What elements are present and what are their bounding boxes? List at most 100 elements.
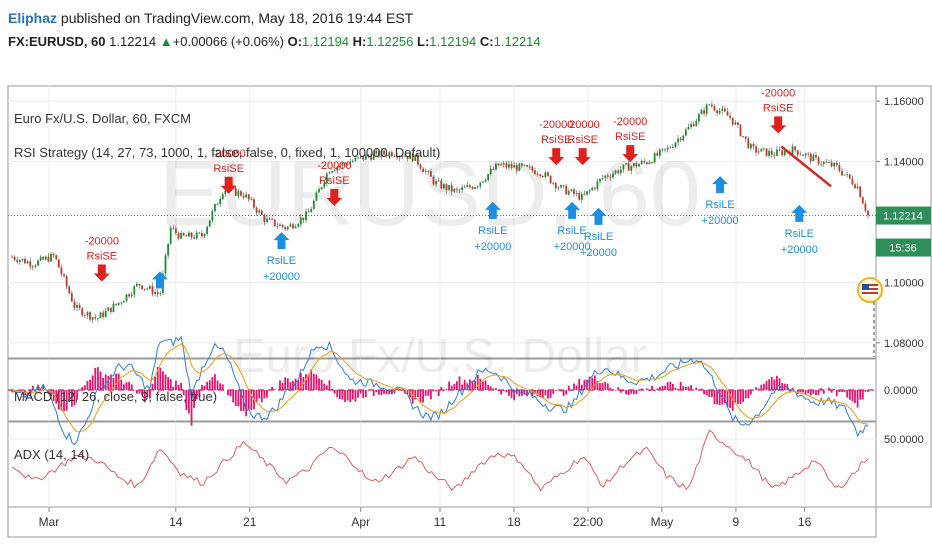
macd-histogram-bar xyxy=(357,390,359,398)
macd-histogram-bar xyxy=(383,390,385,394)
candle xyxy=(411,153,414,161)
signal-label: RsiLE xyxy=(705,199,734,211)
candle xyxy=(601,177,604,179)
candle xyxy=(487,174,490,180)
macd-histogram-bar xyxy=(723,390,726,403)
macd-histogram-bar xyxy=(466,383,469,390)
x-tick-label: 18 xyxy=(507,515,521,529)
high-label: H: xyxy=(352,34,367,49)
signal-qty: -20000 xyxy=(85,235,119,247)
macd-histogram-bar xyxy=(861,390,864,400)
candle xyxy=(854,184,856,189)
macd-histogram-bar xyxy=(195,390,198,399)
macd-histogram-bar xyxy=(471,380,474,390)
candle xyxy=(742,136,745,138)
candle xyxy=(729,115,732,118)
macd-histogram-bar xyxy=(606,383,609,390)
macd-histogram-bar xyxy=(354,390,357,402)
macd-histogram-bar xyxy=(279,380,281,390)
candle xyxy=(416,154,419,165)
macd-histogram-bar xyxy=(604,381,607,390)
macd-histogram-bar xyxy=(671,383,674,390)
candle xyxy=(427,171,430,172)
candle xyxy=(695,121,698,127)
price-axis-labels: 1.16000 1.14000 1.12214 1.10000 1.08000 15:36… xyxy=(876,96,931,446)
candle xyxy=(846,174,849,175)
candle xyxy=(109,307,112,313)
candle xyxy=(409,153,411,159)
macd-histogram-bar xyxy=(773,379,776,390)
candle xyxy=(716,110,718,114)
author-link[interactable]: Eliphaz xyxy=(8,10,58,26)
candle xyxy=(148,286,151,289)
low-value: 1.12194 xyxy=(429,34,477,49)
macd-histogram-bar xyxy=(760,384,763,390)
candle xyxy=(346,163,349,165)
macd-histogram-bar xyxy=(554,390,557,391)
macd-histogram-bar xyxy=(575,385,578,390)
macd-histogram-bar xyxy=(325,385,328,390)
macd-histogram-bar xyxy=(273,389,276,390)
signal-label: RsiSE xyxy=(87,250,118,262)
candle xyxy=(760,148,763,152)
time-scale[interactable] xyxy=(7,506,877,538)
macd-histogram-bar xyxy=(60,390,63,411)
candle xyxy=(424,171,427,173)
adx-series xyxy=(11,429,869,492)
candle xyxy=(734,122,737,125)
candle xyxy=(31,266,34,268)
candle xyxy=(81,308,84,316)
candle xyxy=(705,104,708,114)
candle xyxy=(593,187,596,189)
candle xyxy=(679,138,682,141)
macd-histogram-bar xyxy=(138,390,141,394)
candle xyxy=(440,180,443,189)
macd-histogram-bar xyxy=(474,380,477,390)
macd-histogram-bar xyxy=(112,377,115,390)
macd-histogram-bar xyxy=(565,390,568,395)
candle xyxy=(500,164,503,166)
candle xyxy=(497,163,500,166)
candle xyxy=(318,189,320,193)
candle xyxy=(804,153,807,156)
macd-histogram-bar xyxy=(640,388,643,390)
candle xyxy=(604,175,607,178)
candle xyxy=(198,232,201,234)
candle xyxy=(21,258,24,261)
signal-qty: +20000 xyxy=(554,241,591,253)
candle xyxy=(351,160,354,162)
candle xyxy=(419,164,422,169)
candle xyxy=(557,187,560,189)
macd-histogram-bar xyxy=(807,390,810,394)
candle xyxy=(338,165,341,167)
x-tick-label: Mar xyxy=(39,515,60,529)
candle xyxy=(474,187,477,189)
candle xyxy=(299,217,302,225)
price-pane[interactable] xyxy=(7,85,877,359)
candle xyxy=(429,171,432,177)
candle xyxy=(203,233,206,237)
candle xyxy=(266,218,268,222)
candle xyxy=(554,182,557,189)
candle xyxy=(143,288,146,290)
candle xyxy=(479,182,482,187)
macd-histogram-bar xyxy=(338,390,341,400)
macd-histogram-bar xyxy=(159,367,162,390)
macd-histogram-bar xyxy=(432,390,435,392)
macd-histogram-bar xyxy=(315,374,318,390)
adx-pane[interactable] xyxy=(7,421,877,508)
macd-histogram-bar xyxy=(435,390,437,392)
candle xyxy=(534,170,536,175)
candle xyxy=(783,151,786,156)
macd-histogram-bar xyxy=(547,390,549,399)
macd-histogram-bar xyxy=(718,390,721,406)
macd-histogram-bar xyxy=(437,390,440,396)
signal-label: RsiLE xyxy=(584,231,613,243)
macd-histogram-bar xyxy=(151,383,154,390)
price-scale[interactable] xyxy=(875,85,932,508)
candle xyxy=(281,224,284,227)
macd-histogram-bar xyxy=(552,390,555,394)
us-flag-icon[interactable] xyxy=(857,277,883,303)
candle xyxy=(580,193,583,200)
